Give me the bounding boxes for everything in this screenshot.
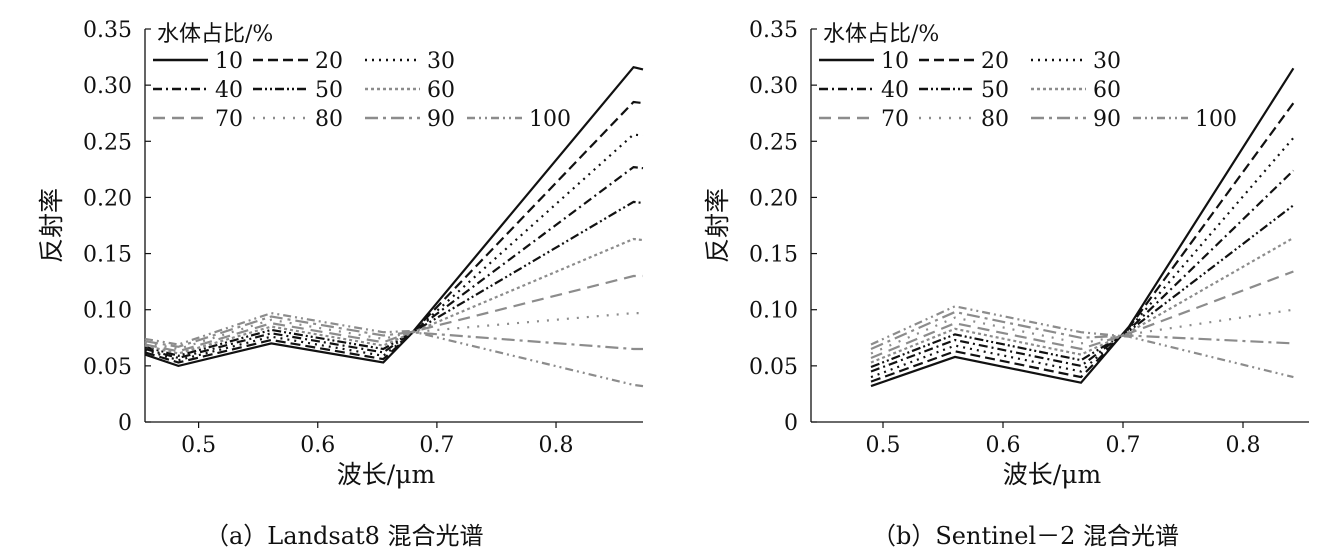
y-tick-label: 0.25 xyxy=(749,130,798,155)
legend-label: 90 xyxy=(427,107,455,132)
y-tick-label: 0.10 xyxy=(83,299,132,324)
series-line-40 xyxy=(144,165,644,360)
legend-title: 水体占比/% xyxy=(157,22,273,47)
series-line-80 xyxy=(870,308,1294,355)
legend: 水体占比/%10 20 30 40 50 60 70 80 90 100 xyxy=(153,22,571,132)
y-tick-label: 0.30 xyxy=(749,74,798,99)
y-tick-label: 0.35 xyxy=(749,18,798,43)
series-line-90 xyxy=(144,315,643,351)
series-line-30 xyxy=(870,137,1295,379)
legend-label: 10 xyxy=(881,49,909,74)
legend-label: 50 xyxy=(981,78,1009,103)
x-tick-label: 0.5 xyxy=(866,433,901,458)
legend-label: 40 xyxy=(881,78,909,103)
x-tick-label: 0.8 xyxy=(1226,433,1261,458)
y-tick-label: 0.05 xyxy=(83,355,132,380)
x-axis-label: 波长/μm xyxy=(1003,460,1102,489)
legend-label: 80 xyxy=(981,107,1009,132)
series-line-50 xyxy=(870,204,1295,369)
legend-label: 100 xyxy=(529,107,571,132)
legend-label: 50 xyxy=(315,78,343,103)
legend-label: 20 xyxy=(981,49,1009,74)
series-line-10 xyxy=(144,65,644,368)
legend: 水体占比/%10 20 30 40 50 60 70 80 90 100 xyxy=(819,22,1237,132)
legend-label: 90 xyxy=(1093,107,1121,132)
panel-a: 0 0.05 0.10 0.15 0.20 0.25 0.30 0.35 0.5 0.6 0.7 0.… xyxy=(0,0,660,514)
x-tick-label: 0.6 xyxy=(986,433,1021,458)
series-line-20 xyxy=(144,100,644,364)
chart-landsat8: 0 0.05 0.10 0.15 0.20 0.25 0.30 0.35 0.5 0.6 0.7 0.… xyxy=(37,18,644,489)
y-tick-label: 0.15 xyxy=(83,243,132,268)
series-line-90 xyxy=(870,310,1294,351)
series-line-10 xyxy=(870,67,1295,388)
series-line-20 xyxy=(870,102,1295,383)
legend-title: 水体占比/% xyxy=(823,22,939,47)
legend-label: 70 xyxy=(881,107,909,132)
series-line-60 xyxy=(144,237,644,355)
legend-label: 100 xyxy=(1195,107,1237,132)
y-tick-label: 0.15 xyxy=(749,243,798,268)
y-axis-label: 反射率 xyxy=(37,188,66,263)
series-line-70 xyxy=(870,270,1294,360)
series-line-30 xyxy=(144,133,644,362)
chart-sentinel2: 0 0.05 0.10 0.15 0.20 0.25 0.30 0.35 0.5 0.6 0.7 0.… xyxy=(703,18,1309,489)
y-tick-label: 0.25 xyxy=(83,130,132,155)
x-tick-label: 0.7 xyxy=(1106,433,1141,458)
x-tick-label: 0.8 xyxy=(539,433,574,458)
series-line-50 xyxy=(144,200,644,357)
series-line-100 xyxy=(144,311,644,388)
x-tick-label: 0.5 xyxy=(181,433,216,458)
legend-label: 80 xyxy=(315,107,343,132)
y-tick-label: 0 xyxy=(784,411,798,436)
legend-label: 30 xyxy=(427,49,455,74)
caption-a: （a）Landsat8 混合光谱 xyxy=(205,522,484,550)
y-tick-label: 0.20 xyxy=(749,186,798,211)
legend-label: 60 xyxy=(427,78,455,103)
legend-label: 60 xyxy=(1093,78,1121,103)
y-tick-label: 0 xyxy=(118,411,132,436)
y-tick-label: 0.30 xyxy=(83,74,132,99)
legend-label: 40 xyxy=(215,78,243,103)
series-line-70 xyxy=(144,274,643,353)
panel-b: 0 0.05 0.10 0.15 0.20 0.25 0.30 0.35 0.5 0.6 0.7 0.… xyxy=(666,0,1326,514)
series-line-40 xyxy=(870,169,1295,373)
legend-label: 20 xyxy=(315,49,343,74)
y-tick-label: 0.05 xyxy=(749,355,798,380)
x-tick-label: 0.6 xyxy=(300,433,335,458)
series-line-100 xyxy=(870,305,1294,379)
y-tick-label: 0.10 xyxy=(749,299,798,324)
legend-label: 30 xyxy=(1093,49,1121,74)
legend-label: 10 xyxy=(215,49,243,74)
y-tick-label: 0.35 xyxy=(83,18,132,43)
y-tick-label: 0.20 xyxy=(83,186,132,211)
legend-label: 70 xyxy=(215,107,243,132)
series-line-60 xyxy=(870,236,1294,364)
y-axis-label: 反射率 xyxy=(703,188,732,263)
x-tick-label: 0.7 xyxy=(419,433,454,458)
x-axis-label: 波长/μm xyxy=(337,460,436,489)
caption-b: （b）Sentinel－2 混合光谱 xyxy=(872,522,1180,550)
